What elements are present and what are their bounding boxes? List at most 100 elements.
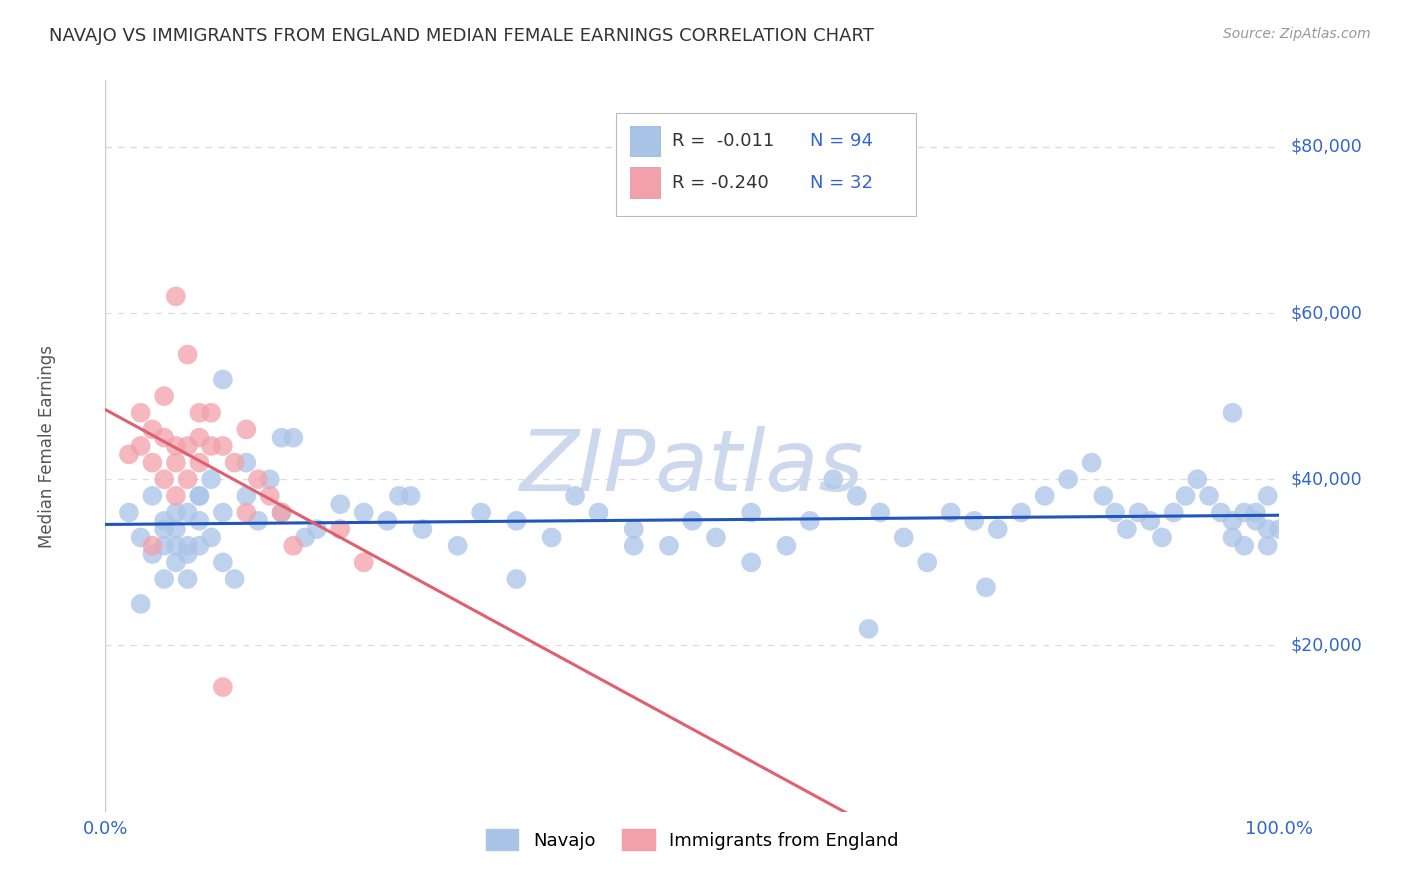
Point — [141, 456, 163, 470]
Point — [188, 514, 211, 528]
Point — [259, 489, 281, 503]
Point — [270, 431, 292, 445]
Text: $60,000: $60,000 — [1291, 304, 1362, 322]
Point — [224, 572, 246, 586]
Point — [153, 389, 176, 403]
Point — [1233, 539, 1256, 553]
Point — [1222, 514, 1244, 528]
Point — [247, 472, 270, 486]
Point — [329, 522, 352, 536]
Point — [188, 489, 211, 503]
Point — [845, 489, 868, 503]
Point — [224, 456, 246, 470]
Point — [188, 406, 211, 420]
Point — [1115, 522, 1137, 536]
Point — [200, 472, 222, 486]
Point — [740, 506, 762, 520]
Point — [447, 539, 470, 553]
Point — [1257, 522, 1279, 536]
Point — [165, 289, 187, 303]
Point — [153, 514, 176, 528]
Point — [153, 572, 176, 586]
Point — [153, 539, 176, 553]
Point — [893, 530, 915, 544]
Point — [200, 439, 222, 453]
Point — [283, 539, 305, 553]
Point — [353, 555, 375, 569]
Point — [917, 555, 939, 569]
Point — [294, 530, 316, 544]
Point — [1244, 506, 1267, 520]
Point — [1257, 489, 1279, 503]
Point — [176, 547, 198, 561]
Legend: Navajo, Immigrants from England: Navajo, Immigrants from England — [486, 830, 898, 850]
Point — [141, 422, 163, 436]
Point — [540, 530, 562, 544]
Point — [153, 472, 176, 486]
Point — [165, 555, 187, 569]
Point — [283, 431, 305, 445]
Point — [775, 539, 797, 553]
Point — [1128, 506, 1150, 520]
Point — [165, 489, 187, 503]
Text: Source: ZipAtlas.com: Source: ZipAtlas.com — [1223, 27, 1371, 41]
Point — [1244, 514, 1267, 528]
Point — [165, 456, 187, 470]
Text: N = 94: N = 94 — [810, 132, 873, 150]
Point — [165, 506, 187, 520]
Point — [235, 489, 257, 503]
Point — [188, 539, 211, 553]
Point — [235, 506, 257, 520]
FancyBboxPatch shape — [616, 113, 915, 216]
Point — [1222, 530, 1244, 544]
Bar — [630, 168, 659, 198]
Point — [658, 539, 681, 553]
Point — [588, 506, 610, 520]
Point — [939, 506, 962, 520]
Point — [411, 522, 433, 536]
Point — [141, 489, 163, 503]
Point — [353, 506, 375, 520]
Point — [1209, 506, 1232, 520]
Point — [129, 597, 152, 611]
Point — [188, 431, 211, 445]
Point — [176, 539, 198, 553]
Point — [176, 506, 198, 520]
Point — [165, 439, 187, 453]
Point — [305, 522, 328, 536]
Point — [682, 514, 704, 528]
Point — [974, 580, 997, 594]
Point — [129, 530, 152, 544]
Point — [1268, 522, 1291, 536]
Text: $40,000: $40,000 — [1291, 470, 1362, 488]
Point — [270, 506, 292, 520]
Text: ZIPatlas: ZIPatlas — [520, 426, 865, 509]
Point — [211, 506, 233, 520]
Point — [211, 555, 233, 569]
Point — [623, 522, 645, 536]
Point — [1080, 456, 1102, 470]
Point — [118, 447, 141, 461]
Point — [1033, 489, 1056, 503]
Point — [1163, 506, 1185, 520]
Bar — [630, 126, 659, 156]
Point — [858, 622, 880, 636]
Point — [1174, 489, 1197, 503]
Point — [1222, 406, 1244, 420]
Point — [869, 506, 891, 520]
Point — [141, 539, 163, 553]
Point — [153, 522, 176, 536]
Point — [704, 530, 727, 544]
Point — [564, 489, 586, 503]
Text: $20,000: $20,000 — [1291, 637, 1362, 655]
Point — [235, 422, 257, 436]
Point — [329, 497, 352, 511]
Point — [1150, 530, 1173, 544]
Point — [188, 489, 211, 503]
Point — [165, 522, 187, 536]
Point — [176, 347, 198, 362]
Point — [200, 530, 222, 544]
Point — [176, 572, 198, 586]
Point — [1092, 489, 1115, 503]
Text: R = -0.240: R = -0.240 — [672, 174, 769, 192]
